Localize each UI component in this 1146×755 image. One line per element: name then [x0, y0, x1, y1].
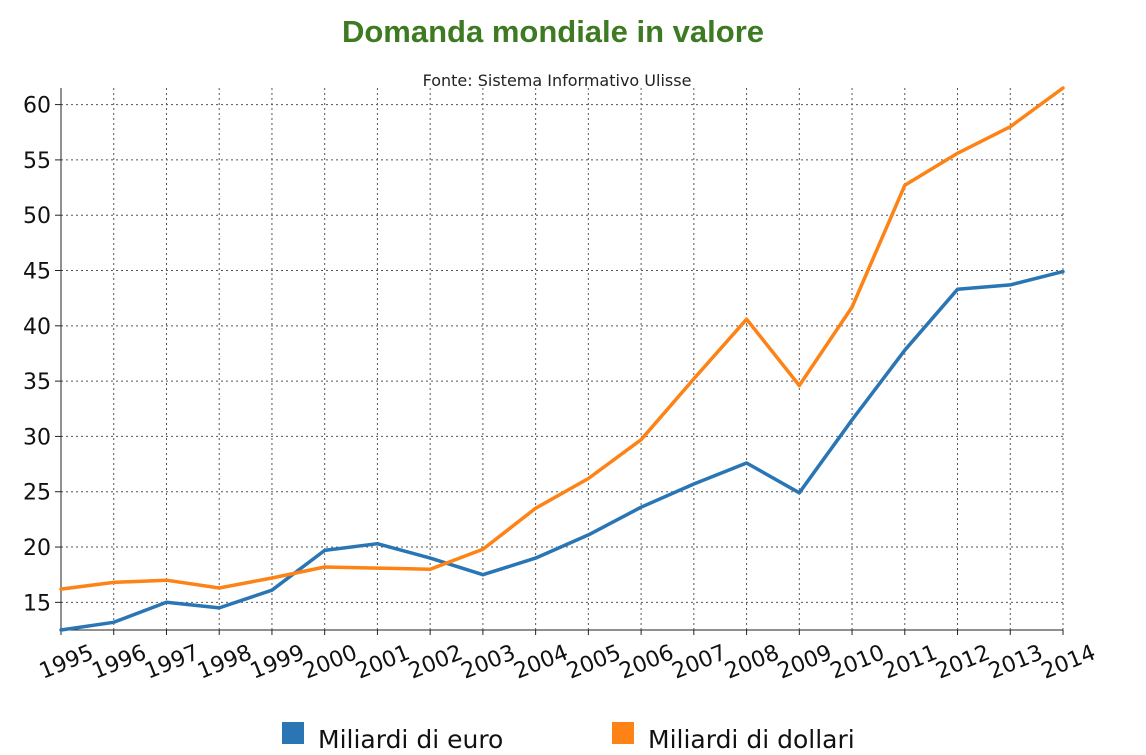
x-tick-label: 2001 — [352, 640, 413, 684]
x-tick-label: 2003 — [458, 640, 519, 684]
y-tick-label: 50 — [23, 204, 51, 229]
x-tick-label: 2002 — [405, 640, 466, 684]
x-tick-label: 2011 — [880, 640, 941, 684]
x-tick-label: 2013 — [985, 640, 1046, 684]
x-tick-label: 2009 — [774, 640, 835, 684]
legend-label-2: Miliardi di dollari — [648, 725, 855, 754]
x-tick-label: 1996 — [89, 640, 150, 684]
x-tick-label: 1998 — [194, 640, 255, 684]
grid — [61, 88, 1064, 630]
y-axis-ticks: 15 20 25 30 35 40 45 50 55 60 — [23, 94, 51, 617]
axes — [55, 88, 1064, 635]
chart-subtitle: Fonte: Sistema Informativo Ulisse — [423, 71, 692, 90]
x-tick-label: 2010 — [827, 640, 888, 684]
y-tick-label: 60 — [23, 94, 51, 119]
series-lines — [59, 86, 1065, 632]
legend-label-1: Miliardi di euro — [318, 725, 503, 754]
x-tick-label: 2000 — [300, 640, 361, 684]
y-tick-label: 55 — [23, 149, 51, 174]
x-axis-ticks: 1995199619971998199920002001200220032004… — [36, 640, 1099, 684]
x-tick-label: 2007 — [669, 640, 730, 684]
x-tick-label: 2005 — [563, 640, 624, 684]
y-tick-label: 40 — [23, 315, 51, 340]
y-tick-label: 35 — [23, 370, 51, 395]
legend: Miliardi di euro Miliardi di dollari — [282, 722, 855, 754]
legend-swatch-1 — [282, 722, 304, 744]
y-tick-label: 45 — [23, 260, 51, 285]
y-tick-label: 25 — [23, 481, 51, 506]
y-tick-label: 30 — [23, 425, 51, 450]
y-tick-label: 20 — [23, 536, 51, 561]
chart-title: Domanda mondiale in valore — [342, 14, 764, 49]
y-tick-label: 15 — [23, 591, 51, 616]
x-tick-label: 2008 — [722, 640, 783, 684]
x-tick-label: 1995 — [36, 640, 97, 684]
x-tick-label: 1999 — [247, 640, 308, 684]
series-line-2 — [59, 86, 1065, 591]
x-tick-label: 2014 — [1038, 640, 1099, 684]
x-tick-label: 2004 — [511, 640, 572, 684]
legend-swatch-2 — [612, 722, 634, 744]
series-line-1 — [59, 269, 1065, 632]
x-tick-label: 1997 — [141, 640, 202, 684]
x-tick-label: 2012 — [932, 640, 993, 684]
x-tick-label: 2006 — [616, 640, 677, 684]
